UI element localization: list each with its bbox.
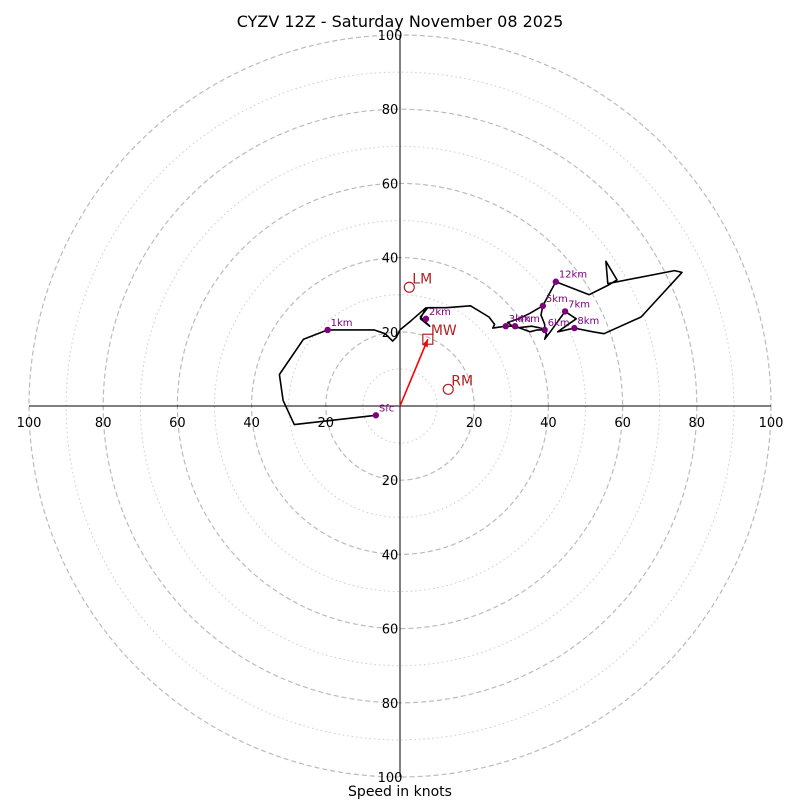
x-axis-label: Speed in knots — [348, 784, 452, 800]
storm-motion-label-lm: LM — [412, 271, 432, 287]
tick-label-right-80: 80 — [689, 416, 706, 431]
height-marker-label-8km: 8km — [577, 316, 599, 327]
tick-label-right-20: 20 — [466, 416, 483, 431]
hodograph-trace-group — [278, 260, 683, 426]
height-marker-1km — [324, 326, 331, 334]
storm-motion-markers: LM RM MW — [403, 271, 473, 395]
tick-label-right-60: 60 — [614, 416, 631, 431]
tick-label-top-100: 100 — [378, 29, 403, 44]
height-marker-label-12km: 12km — [559, 270, 587, 281]
height-marker-label-1km: 1km — [331, 318, 353, 329]
tick-label-left-40: 40 — [243, 416, 260, 431]
height-marker-label-4km: 4km — [518, 314, 540, 325]
mean-wind-arrow — [399, 338, 429, 407]
storm-motion-marker-mw — [422, 333, 434, 345]
height-marker-label-sfc: Sfc — [379, 403, 394, 414]
tick-label-right-40: 40 — [540, 416, 557, 431]
tick-label-bottom-100: 100 — [378, 771, 403, 786]
tick-label-left-60: 60 — [169, 416, 186, 431]
tick-label-left-100: 100 — [17, 416, 42, 431]
height-marker-4km — [511, 323, 519, 330]
chart-title: CYZV 12Z - Saturday November 08 2025 — [237, 12, 564, 31]
tick-label-top-80: 80 — [382, 103, 399, 118]
height-marker-2km — [422, 315, 430, 323]
tick-label-top-60: 60 — [382, 177, 399, 192]
storm-motion-label-mw: MW — [431, 323, 457, 339]
hodograph-trace — [278, 260, 683, 426]
height-marker-label-2km: 2km — [429, 307, 451, 318]
height-marker-label-5km: 5km — [546, 294, 568, 305]
storm-motion-marker-lm — [403, 281, 415, 293]
tick-label-bottom-20: 20 — [382, 474, 399, 489]
height-marker-3km — [502, 323, 509, 330]
height-marker-6km — [541, 326, 548, 334]
tick-label-bottom-40: 40 — [382, 548, 399, 563]
tick-labels: 20 20 20 20 40 40 40 40 60 60 60 60 80 80 80 80 100 100 10… — [17, 29, 784, 786]
height-marker-12km — [552, 278, 560, 285]
height-marker-label-3km: 3km — [509, 314, 531, 325]
height-marker-label-6km: 6km — [548, 318, 570, 329]
mean-wind-arrowhead — [422, 339, 428, 348]
height-marker-sfc — [372, 412, 380, 419]
height-marker-7km — [561, 308, 569, 315]
height-marker-5km — [539, 302, 547, 310]
tick-label-top-40: 40 — [382, 252, 399, 267]
height-marker-8km — [571, 324, 578, 332]
storm-motion-marker-rm — [442, 383, 454, 395]
storm-motion-label-rm: RM — [451, 373, 473, 389]
tick-label-right-100: 100 — [759, 416, 784, 431]
height-marker-label-7km: 7km — [568, 299, 590, 310]
tick-label-left-20: 20 — [318, 416, 335, 431]
tick-label-bottom-60: 60 — [382, 623, 399, 638]
tick-label-top-20: 20 — [382, 326, 399, 341]
tick-label-left-80: 80 — [95, 416, 112, 431]
tick-label-bottom-80: 80 — [382, 697, 399, 712]
